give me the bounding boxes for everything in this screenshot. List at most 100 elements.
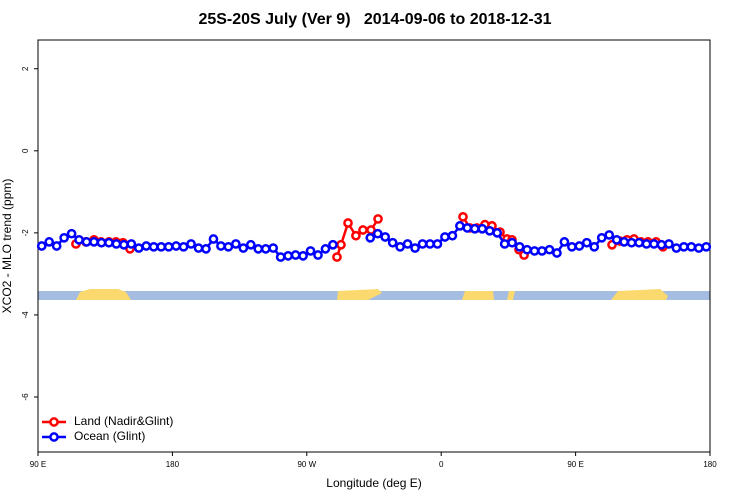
data-point	[156, 241, 167, 252]
y-tick-label: 2	[21, 66, 30, 71]
data-point	[589, 241, 600, 252]
data-point	[537, 246, 547, 256]
data-point	[111, 239, 122, 249]
data-point	[74, 234, 84, 245]
data-point	[313, 250, 323, 260]
land-patch	[76, 289, 131, 300]
data-point	[96, 237, 107, 248]
data-point	[104, 237, 114, 248]
x-tick-label: 0	[439, 460, 444, 469]
data-point	[36, 241, 47, 251]
data-point	[567, 241, 577, 252]
data-point	[178, 241, 189, 252]
land-patch	[337, 289, 382, 300]
data-point	[492, 228, 503, 238]
data-point	[148, 241, 159, 252]
data-point	[417, 239, 428, 249]
land-patch	[611, 289, 668, 300]
y-tick-label: 0	[21, 148, 30, 153]
land-patch	[507, 291, 515, 300]
legend-marker	[49, 432, 59, 442]
data-point	[372, 228, 383, 239]
data-point	[245, 239, 256, 250]
x-tick-label: 90 E	[567, 460, 583, 469]
data-point	[671, 243, 682, 253]
data-point	[186, 239, 196, 249]
data-point	[693, 243, 704, 253]
data-point	[447, 230, 458, 241]
data-point	[59, 232, 69, 243]
data-point	[410, 243, 420, 253]
data-point	[455, 221, 465, 231]
data-point	[522, 244, 532, 255]
data-point	[44, 237, 55, 247]
data-point	[380, 232, 391, 242]
data-point	[634, 237, 644, 248]
data-point	[596, 232, 607, 243]
x-tick-label: 90 W	[297, 460, 316, 469]
data-point	[656, 239, 667, 250]
data-point	[119, 239, 129, 250]
data-point	[320, 244, 331, 254]
data-point	[581, 237, 592, 248]
data-point	[611, 234, 622, 245]
data-point	[373, 214, 383, 224]
data-point	[171, 241, 181, 251]
data-point	[343, 218, 353, 228]
data-point	[626, 237, 637, 248]
legend-label: Ocean (Glint)	[74, 429, 145, 443]
data-point	[275, 252, 286, 262]
data-point	[544, 244, 555, 255]
data-point	[514, 241, 525, 252]
data-point	[499, 239, 510, 249]
legend: Land (Nadir&Glint)Ocean (Glint)	[42, 414, 173, 443]
data-point	[298, 250, 308, 261]
y-axis-label: XCO2 - MLO trend (ppm)	[0, 179, 14, 314]
data-point	[332, 252, 342, 262]
data-point	[223, 241, 234, 252]
data-point	[81, 237, 92, 247]
data-point	[231, 239, 241, 249]
data-point	[679, 241, 689, 252]
x-tick-label: 180	[166, 460, 180, 469]
data-point	[387, 237, 398, 248]
data-point	[141, 241, 152, 251]
land-mask-band	[38, 289, 710, 300]
data-point	[529, 246, 540, 256]
data-point	[201, 244, 211, 254]
data-point	[253, 244, 264, 254]
y-tick-label: -4	[21, 311, 30, 319]
data-point	[574, 241, 585, 251]
data-point	[238, 243, 249, 253]
data-point	[193, 243, 204, 253]
data-point	[126, 239, 137, 249]
data-point	[216, 241, 226, 251]
data-point	[283, 250, 293, 261]
data-point	[477, 223, 488, 234]
legend-label: Land (Nadir&Glint)	[74, 414, 173, 428]
data-point	[133, 243, 144, 253]
data-point	[440, 232, 450, 242]
data-point	[458, 212, 468, 222]
data-point	[89, 237, 99, 247]
data-point	[66, 228, 77, 239]
y-tick-label: -6	[21, 393, 30, 401]
data-point	[559, 237, 570, 247]
y-tick-label: -2	[21, 229, 30, 237]
data-point	[619, 237, 629, 247]
data-point	[641, 239, 652, 249]
data-point	[701, 241, 712, 252]
x-axis-label: Longitude (deg E)	[326, 476, 421, 490]
data-point	[260, 244, 271, 254]
data-point	[664, 239, 674, 249]
data-point	[604, 230, 615, 240]
x-tick-label: 180	[703, 460, 717, 469]
data-point	[328, 239, 338, 250]
data-point	[365, 232, 376, 243]
data-point	[163, 241, 174, 252]
data-point	[351, 230, 361, 241]
data-point	[208, 234, 219, 244]
data-point	[358, 225, 368, 235]
